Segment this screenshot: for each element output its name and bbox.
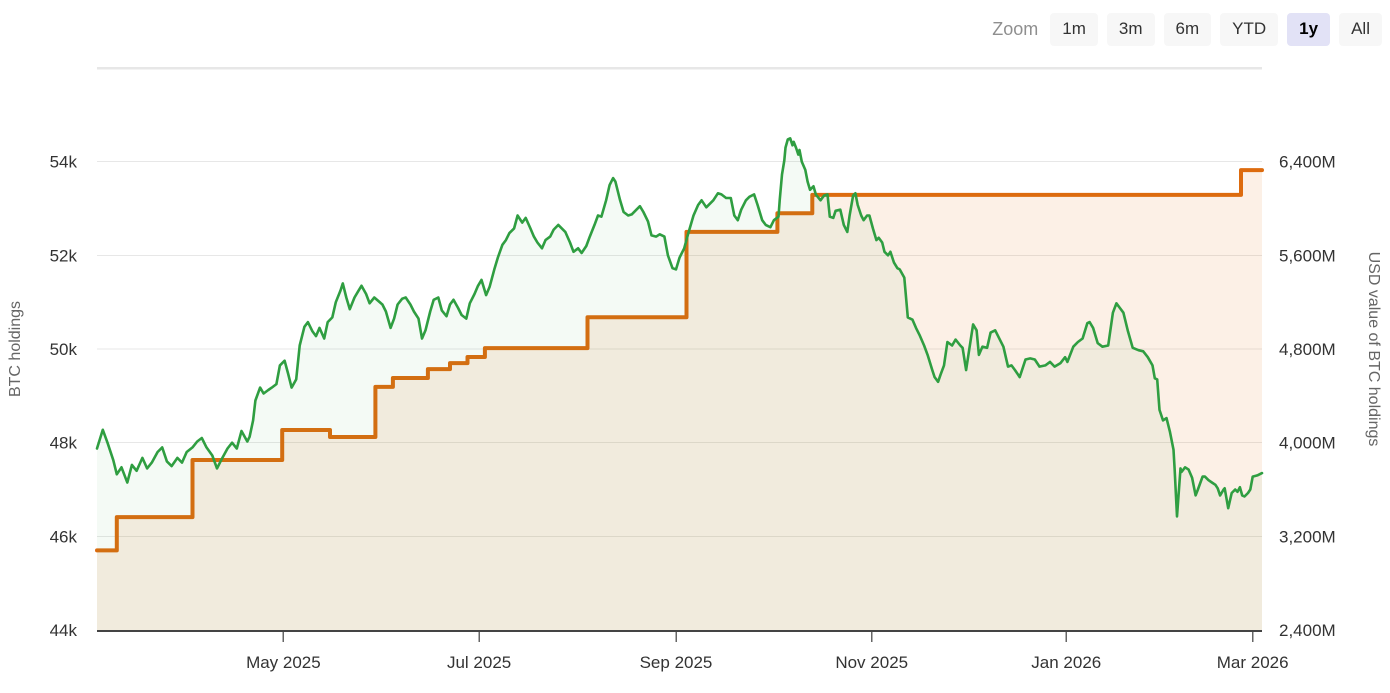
zoom-toolbar-label: Zoom xyxy=(992,18,1039,39)
right-axis-tick-label: 4,000M xyxy=(1279,434,1336,453)
zoom-button-group: 1m 3m 6m YTD 1y All xyxy=(1050,13,1382,46)
zoom-button-1m[interactable]: 1m xyxy=(1050,13,1098,46)
x-axis-tick-label: Sep 2025 xyxy=(640,653,713,672)
usd-value-area xyxy=(97,138,1262,631)
left-axis-tick-label: 48k xyxy=(50,434,78,453)
left-axis-tick-label: 54k xyxy=(50,153,78,172)
left-axis-tick-label: 52k xyxy=(50,246,78,265)
zoom-button-3m[interactable]: 3m xyxy=(1106,13,1155,46)
left-axis-tick-label: 46k xyxy=(50,527,78,546)
left-axis-tick-label: 44k xyxy=(50,621,78,640)
usd-value-series-line xyxy=(95,137,1264,518)
x-axis-tick-label: May 2025 xyxy=(246,653,321,672)
left-axis-tick-label: 50k xyxy=(50,340,78,359)
x-axis-tick-label: Mar 2026 xyxy=(1217,653,1289,672)
zoom-button-all[interactable]: All xyxy=(1339,13,1382,46)
zoom-button-6m[interactable]: 6m xyxy=(1163,13,1212,46)
zoom-button-ytd[interactable]: YTD xyxy=(1220,13,1279,46)
btc-holdings-area xyxy=(97,170,1262,630)
right-axis-tick-label: 4,800M xyxy=(1279,340,1336,359)
zoom-button-1y[interactable]: 1y xyxy=(1287,13,1331,46)
zoom-toolbar: Zoom 1m 3m 6m YTD 1y All xyxy=(992,13,1382,46)
x-axis-tick-label: Nov 2025 xyxy=(835,653,908,672)
x-axis-tick-label: Jul 2025 xyxy=(447,653,511,672)
left-axis-title: BTC holdings xyxy=(7,301,24,397)
right-axis-title: USD value of BTC holdings xyxy=(1365,252,1382,447)
right-axis-tick-label: 5,600M xyxy=(1279,246,1336,265)
right-axis-tick-label: 2,400M xyxy=(1279,621,1336,640)
right-axis-tick-label: 6,400M xyxy=(1279,153,1336,172)
x-axis-tick-label: Jan 2026 xyxy=(1031,653,1101,672)
right-axis-tick-label: 3,200M xyxy=(1279,527,1336,546)
